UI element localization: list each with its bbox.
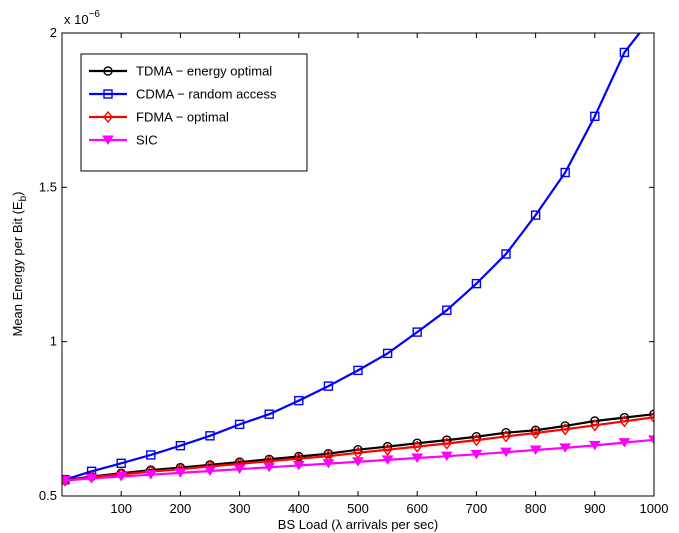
legend-label: CDMA − random access [136,87,277,102]
legend-entry-cdma-random-access: CDMA − random access [89,87,277,102]
data-point-sic [529,445,542,455]
y-axis-label-subscript: b [18,195,29,201]
y-multiplier-exponent: −6 [89,9,101,20]
data-point-sic [381,455,394,465]
data-point-cdma-random-access [353,365,363,376]
data-point-sic [648,435,654,445]
data-point-sic [588,440,601,451]
x-tick-label: 800 [525,501,547,516]
data-point-sic [411,453,424,463]
data-point-cdma-random-access [501,249,511,259]
y-tick-label: 2 [50,25,57,40]
data-point-sic [85,473,98,484]
x-tick-label: 200 [170,501,192,516]
data-point-sic [292,460,305,471]
data-point-sic [440,451,453,462]
data-point-cdma-random-access [234,419,245,430]
data-point-cdma-random-access [471,278,482,289]
series-line-cdma-random-access [64,33,641,481]
data-point-sic [204,466,216,476]
data-point-cdma-random-access [116,458,126,468]
legend: TDMA − energy optimal CDMA − random acces… [80,53,308,172]
data-point-cdma-random-access [264,409,274,419]
series-line-fdma-optimal [64,416,654,482]
y-tick-label: 1.5 [39,179,57,194]
data-point-cdma-random-access [560,167,570,178]
data-point-sic [322,459,335,469]
data-point-sic [470,449,483,460]
data-point-cdma-random-access [412,327,422,337]
data-point-fdma-optimal [382,443,393,456]
data-point-fdma-optimal [619,415,630,428]
ticks-layer: 100 200 300 400 500 600 700 800 900 1000 0.5 1 1.5 2 [39,25,669,516]
y-tick-label: 0.5 [39,488,57,503]
data-point-tdma-energy-optimal [323,449,334,459]
data-point-sic [618,438,631,448]
data-point-fdma-optimal [649,411,654,424]
data-point-sic [263,462,276,473]
data-point-cdma-random-access [146,450,156,460]
y-multiplier: x 10−6 [64,9,100,27]
data-point-sic [144,470,157,480]
legend-label: TDMA − energy optimal [136,64,272,79]
data-point-cdma-random-access [530,210,541,220]
data-point-sic [115,472,128,482]
legend-swatch-marker [103,89,113,99]
x-tick-label: 600 [406,501,428,516]
data-point-cdma-random-access [294,395,304,406]
y-tick-label: 1 [50,334,57,349]
data-point-fdma-optimal [412,440,423,453]
series-sic [62,435,654,486]
data-point-fdma-optimal [471,434,482,447]
y-axis-label: Mean Energy per Bit (Eb) [10,191,29,336]
series-cdma-random-access [62,10,658,485]
data-point-fdma-optimal [501,430,511,443]
x-tick-label: 1000 [640,501,669,516]
data-point-cdma-random-access [590,111,600,122]
legend-swatch-marker [102,135,114,145]
x-tick-label: 900 [584,501,606,516]
data-point-sic [233,464,246,475]
data-point-tdma-energy-optimal [530,425,541,435]
legend-label: SIC [136,133,158,148]
x-tick-label: 700 [466,501,488,516]
data-point-fdma-optimal [530,426,541,440]
x-tick-label: 100 [110,501,132,516]
data-point-sic [174,468,187,478]
data-point-sic [559,443,572,453]
data-point-cdma-random-access [619,47,630,58]
series-layer [62,10,658,487]
data-point-sic [500,447,512,458]
y-axis-label-close: ) [10,191,25,195]
x-tick-label: 300 [229,501,251,516]
data-point-sic [352,457,364,467]
series-line-tdma-energy-optimal [64,413,654,482]
data-point-cdma-random-access [382,348,393,359]
data-point-fdma-optimal [589,419,600,432]
legend-entry-sic: SIC [89,133,158,148]
data-point-tdma-energy-optimal [649,409,654,419]
y-multiplier-base: x 10 [64,12,89,27]
data-point-cdma-random-access [650,10,658,18]
data-point-cdma-random-access [205,431,215,441]
data-point-fdma-optimal [441,437,452,450]
legend-label: FDMA − optimal [136,110,229,125]
data-point-cdma-random-access [442,305,452,315]
legend-swatch-marker [103,110,113,124]
data-point-tdma-energy-optimal [294,451,304,462]
data-point-cdma-random-access [323,381,334,391]
legend-entry-fdma-optimal: FDMA − optimal [89,110,229,125]
x-tick-label: 400 [288,501,310,516]
x-axis-label: BS Load (λ arrivals per sec) [278,517,438,532]
legend-entry-tdma-energy-optimal: TDMA − energy optimal [89,64,272,79]
y-axis-label-main: Mean Energy per Bit (E [10,201,25,336]
data-point-fdma-optimal [560,423,571,436]
legend-entries: TDMA − energy optimal CDMA − random acces… [89,64,277,148]
x-tick-label: 500 [347,501,369,516]
data-point-cdma-random-access [175,440,186,451]
legend-box [80,53,308,172]
legend-swatch-marker [103,66,113,76]
